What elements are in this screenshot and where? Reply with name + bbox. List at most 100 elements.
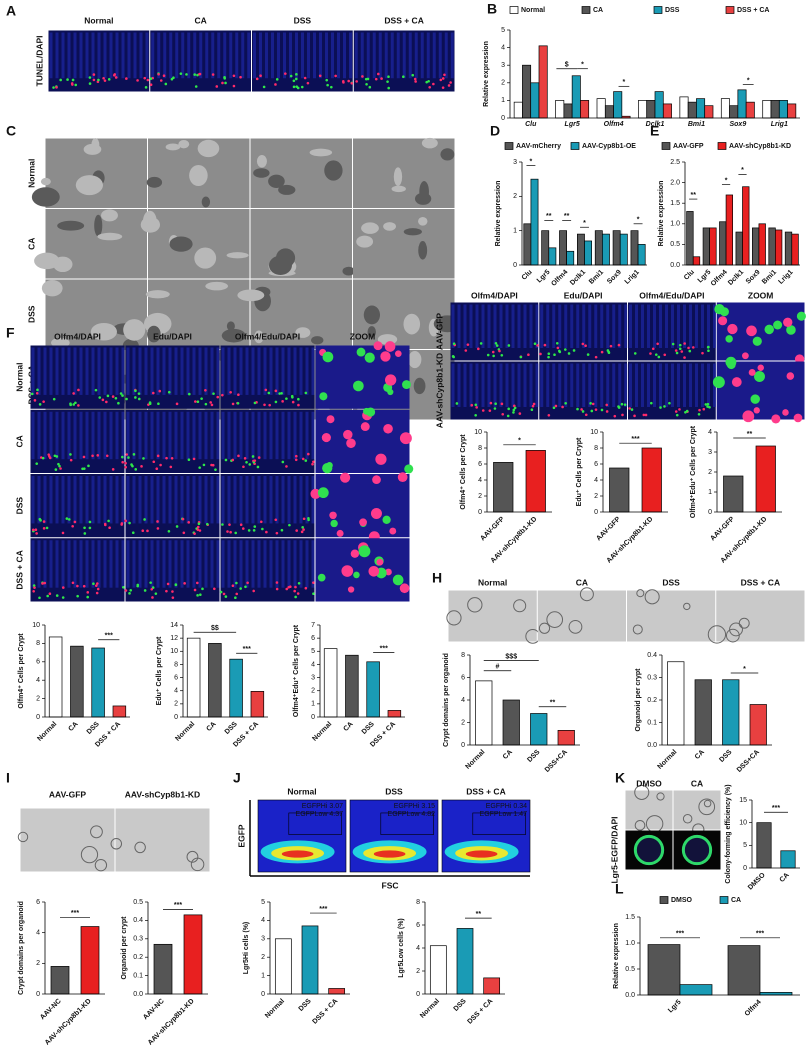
cell — [222, 592, 226, 596]
micrograph — [30, 345, 125, 409]
crypt — [156, 347, 160, 395]
cell — [152, 460, 156, 464]
cell — [657, 355, 661, 359]
cell — [32, 589, 35, 593]
crypt — [695, 304, 698, 348]
organoid — [656, 792, 665, 801]
cell — [586, 353, 590, 356]
cell — [343, 429, 353, 440]
crypt — [529, 363, 533, 407]
cell — [134, 389, 137, 393]
cell — [67, 518, 71, 521]
crypt — [618, 363, 622, 407]
image-bg — [716, 361, 805, 420]
cell — [564, 348, 567, 351]
column-label: Olfm4/DAPI — [471, 290, 518, 300]
cell — [96, 582, 99, 585]
crypt — [97, 476, 101, 524]
x-tick-label: Normal — [311, 721, 333, 743]
bar — [641, 447, 662, 513]
cell — [121, 460, 124, 464]
cell — [248, 463, 252, 466]
bar — [493, 462, 514, 513]
organelle — [414, 192, 432, 205]
crypt — [174, 540, 178, 588]
crypt — [239, 411, 243, 460]
bar — [692, 256, 701, 266]
cell — [294, 77, 298, 81]
crypt — [138, 540, 142, 588]
cell — [539, 352, 542, 356]
cell — [244, 585, 247, 589]
micrograph — [539, 302, 628, 361]
y-tick-label: 6 — [174, 674, 178, 681]
cell — [261, 527, 264, 531]
crypt — [144, 540, 148, 588]
x-tick-label: Olfm4 — [744, 999, 763, 1018]
column-label: ZOOM — [748, 290, 774, 300]
cell — [122, 585, 125, 589]
y-tick-label: 10 — [739, 820, 747, 827]
crypt — [150, 347, 154, 395]
organelle — [268, 255, 292, 275]
cell — [224, 595, 228, 598]
y-tick-label: 0.4 — [133, 917, 143, 924]
cell — [479, 342, 483, 345]
y-tick-label: 0.0 — [133, 991, 143, 998]
crypt — [37, 476, 41, 524]
crypt — [121, 347, 125, 395]
column-label: AAV-GFP — [49, 789, 86, 799]
crypt — [618, 304, 622, 348]
cell — [61, 586, 65, 589]
bar — [775, 229, 783, 266]
cell — [547, 352, 551, 355]
cell — [741, 352, 749, 360]
cell — [783, 317, 793, 327]
cell — [684, 410, 687, 414]
y-tick-label: 2.5 — [670, 159, 680, 166]
cell — [275, 581, 279, 584]
cell — [674, 349, 678, 352]
crypt — [37, 411, 41, 460]
cell — [256, 465, 260, 469]
crypt — [67, 347, 71, 395]
cell — [663, 353, 667, 357]
crypt — [227, 476, 231, 524]
cell — [193, 532, 196, 535]
organelle — [31, 187, 60, 207]
cell — [292, 85, 296, 89]
crypt — [210, 476, 214, 524]
crypt — [535, 304, 539, 348]
crypt — [517, 363, 521, 407]
cell — [232, 74, 236, 78]
significance-label: ** — [747, 431, 753, 438]
cell — [194, 400, 197, 403]
crypt — [529, 304, 533, 348]
y-axis-label: Olfm4⁺ Cells per Crypt — [18, 633, 25, 709]
cell — [103, 79, 107, 82]
micrograph — [124, 474, 220, 538]
bar — [70, 645, 84, 718]
cell — [88, 526, 92, 530]
crypt — [305, 476, 309, 524]
cell — [157, 402, 160, 405]
cell — [33, 399, 37, 402]
organelle — [205, 281, 229, 291]
y-tick-label: 0 — [513, 262, 517, 269]
cell — [76, 594, 79, 598]
micrograph — [625, 784, 673, 833]
crypt — [73, 411, 77, 460]
panel-letter: C — [6, 123, 16, 139]
legend-swatch — [717, 142, 727, 150]
organelle — [278, 184, 296, 195]
y-tick-label: 6 — [36, 659, 40, 666]
crypt — [227, 411, 231, 460]
cell — [132, 453, 136, 456]
bar — [735, 231, 743, 266]
significance-label: * — [741, 167, 744, 174]
y-tick-label: 0.3 — [647, 674, 657, 681]
y-tick-label: 0 — [594, 509, 598, 516]
cell — [326, 415, 335, 424]
crypt — [311, 540, 315, 588]
y-tick-label: 0 — [478, 509, 482, 516]
